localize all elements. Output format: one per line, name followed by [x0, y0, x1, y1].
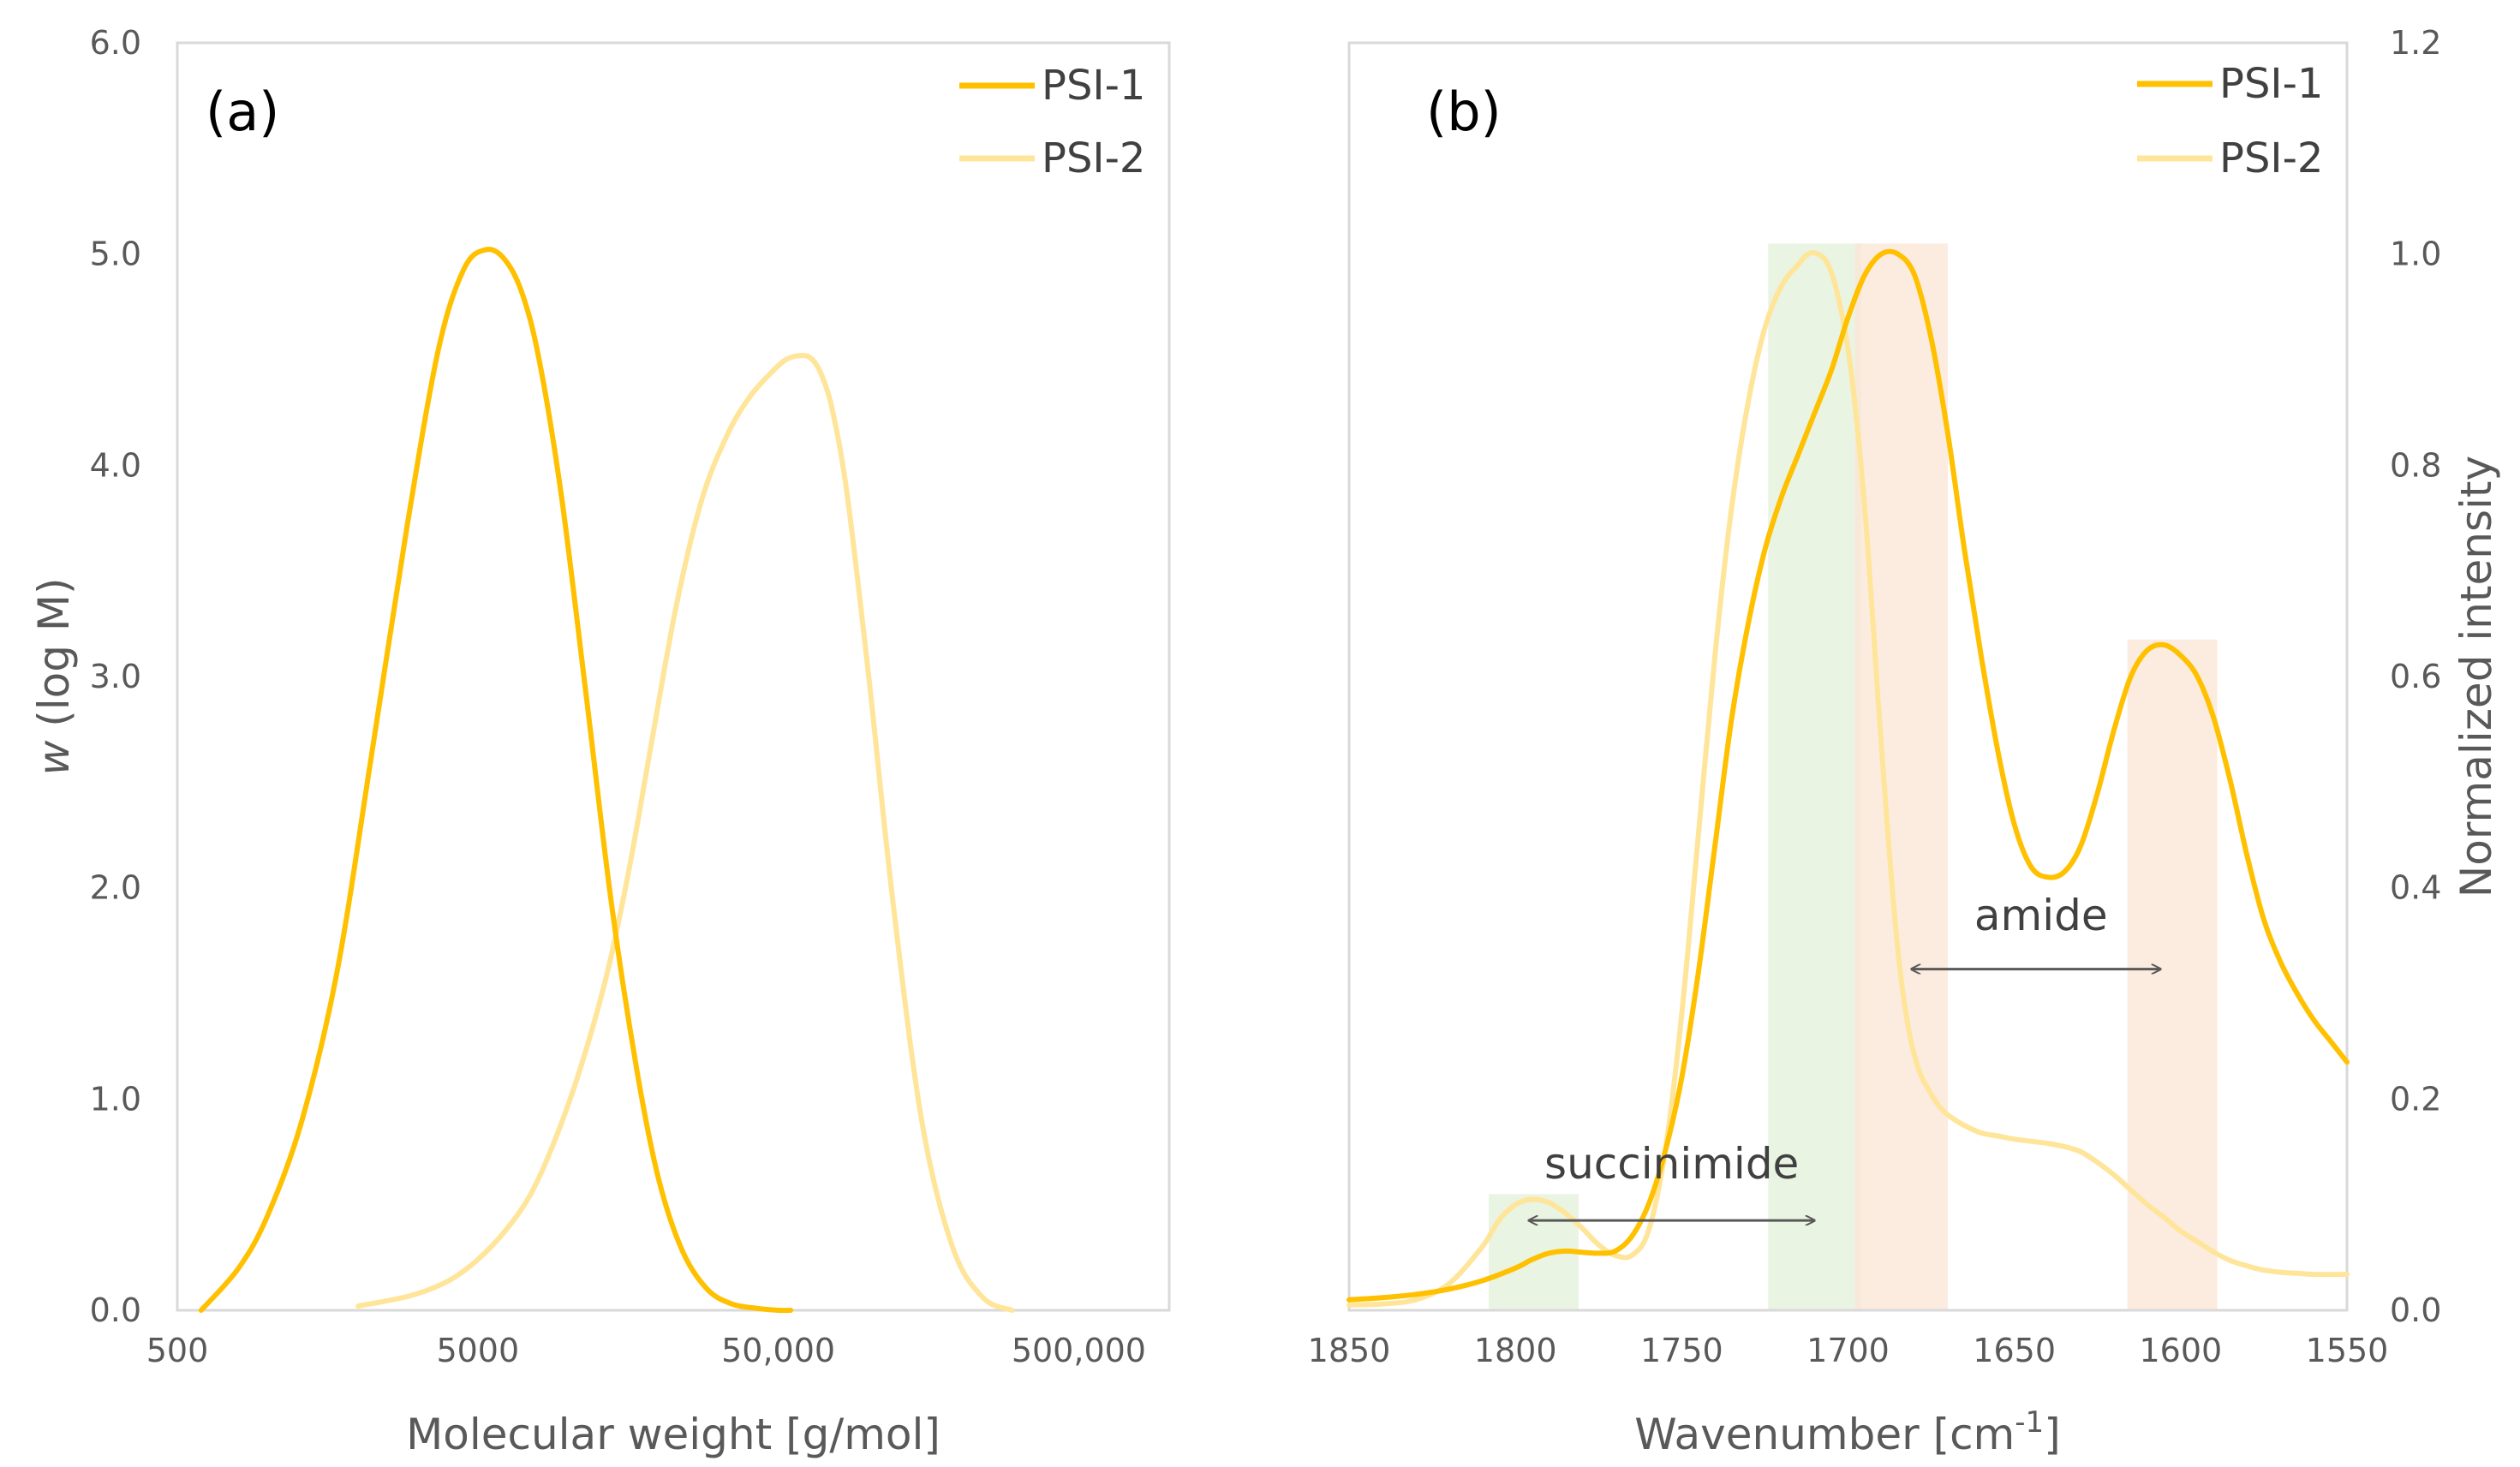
panel-a-y-ticks: 0.0 1.0 2.0 3.0 4.0 5.0 6.0 [90, 24, 141, 1329]
amide-band [2127, 639, 2218, 1310]
panel-a-x-axis-title: Molecular weight [g/mol] [406, 1410, 941, 1459]
x-axis-title-sup: -1 [2015, 1405, 2044, 1440]
y-tick-label: 0.4 [2390, 869, 2441, 907]
amide-band [1854, 243, 1948, 1310]
legend-psi2-label: PSI-2 [2219, 134, 2323, 182]
x-tick-label: 1850 [1308, 1332, 1391, 1369]
y-axis-title-rest: (log M) [29, 577, 79, 740]
y-tick-label: 2.0 [90, 869, 141, 907]
y-tick-label: 0.2 [2390, 1080, 2441, 1118]
y-tick-label: 1.0 [90, 1080, 141, 1118]
legend-psi1-label: PSI-1 [1042, 62, 1145, 110]
panel-b-legend: PSI-1 PSI-2 [2137, 60, 2323, 182]
legend-psi1-label: PSI-1 [2219, 60, 2323, 108]
x-tick-label: 1700 [1806, 1332, 1890, 1369]
series-line-psi-2 [1347, 250, 2350, 1308]
panel-a-x-ticks: 500 5000 50,000 500,000 [146, 1332, 1146, 1369]
amide-label: amide [1974, 891, 2108, 940]
series-line-psi-2 [355, 353, 1015, 1313]
panel-b: 0.0 0.2 0.4 0.6 0.8 1.0 1.2 1850 1800 1750 1700 16… [1308, 24, 2501, 1459]
panel-a: 0.0 1.0 2.0 3.0 4.0 5.0 6.0 500 5000 50,000 500,0… [29, 24, 1171, 1459]
panel-b-y-ticks: 0.0 0.2 0.4 0.6 0.8 1.0 1.2 [2390, 24, 2441, 1329]
y-tick-label: 0.6 [2390, 658, 2441, 695]
panel-b-plot-area [1347, 41, 2349, 1312]
series-line-psi-1 [198, 247, 794, 1314]
panel-a-y-axis-title: w (log M) [29, 577, 79, 775]
panel-a-plot-area [176, 41, 1171, 1312]
y-tick-label: 1.2 [2390, 24, 2441, 62]
y-axis-title-italic: w [29, 741, 79, 776]
x-tick-label: 1800 [1474, 1332, 1557, 1369]
succinimide-label: succinimide [1544, 1139, 1799, 1189]
panel-a-label: (a) [206, 81, 279, 143]
x-tick-label: 1750 [1640, 1332, 1723, 1369]
y-tick-label: 4.0 [90, 446, 141, 484]
y-tick-label: 0.8 [2390, 446, 2441, 484]
y-tick-label: 5.0 [90, 236, 141, 273]
succinimide-band [1768, 243, 1862, 1310]
x-tick-label: 500,000 [1012, 1332, 1146, 1369]
x-tick-label: 500 [146, 1332, 209, 1369]
series-line-psi-1 [1347, 248, 2350, 1303]
y-tick-label: 3.0 [90, 658, 141, 695]
legend-psi2-label: PSI-2 [1042, 134, 1145, 182]
panel-b-label: (b) [1426, 81, 1502, 143]
y-tick-label: 1.0 [2390, 236, 2441, 273]
y-tick-label: 6.0 [90, 24, 141, 62]
x-tick-label: 5000 [436, 1332, 519, 1369]
panel-b-y-axis-title: Normalized intensity [2451, 456, 2501, 897]
x-tick-label: 1600 [2139, 1332, 2222, 1369]
x-tick-label: 1650 [1973, 1332, 2056, 1369]
x-axis-title-end: ] [2044, 1410, 2061, 1459]
x-axis-title-main: Wavenumber [cm [1634, 1410, 2015, 1459]
x-tick-label: 50,000 [721, 1332, 835, 1369]
panel-b-x-axis-title: Wavenumber [cm-1] [1634, 1405, 2060, 1459]
panel-a-legend: PSI-1 PSI-2 [959, 62, 1145, 182]
x-tick-label: 1550 [2306, 1332, 2389, 1369]
y-tick-label: 0.0 [2390, 1291, 2441, 1329]
panel-b-x-ticks: 1850 1800 1750 1700 1650 1600 1550 [1308, 1332, 2389, 1369]
y-tick-label: 0.0 [90, 1291, 141, 1329]
